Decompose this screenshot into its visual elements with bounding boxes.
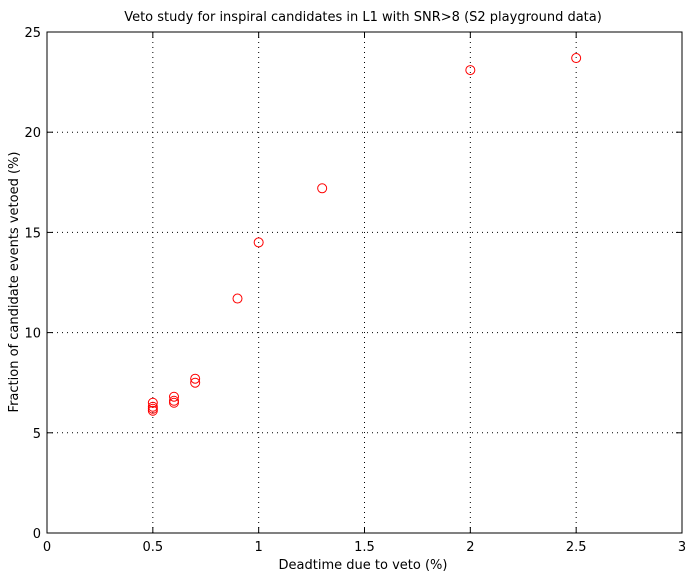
y-tick-label: 20 — [24, 126, 41, 141]
data-point — [253, 237, 264, 248]
y-tick-label: 15 — [24, 226, 41, 241]
data-point — [571, 53, 582, 64]
x-tick-label: 0.5 — [142, 540, 163, 555]
x-tick-label: 0 — [43, 540, 51, 555]
grid-lines — [47, 32, 682, 533]
data-point — [232, 293, 243, 304]
y-tick-label: 0 — [33, 527, 41, 542]
data-point — [317, 183, 328, 194]
x-tick-label: 2 — [466, 540, 474, 555]
x-tick-label: 3 — [678, 540, 686, 555]
data-point — [465, 65, 476, 76]
tick-labels: 0 0.5 1 1.5 2 2.5 3 0 5 10 15 20 25 — [24, 26, 686, 555]
data-point — [147, 401, 158, 412]
x-tick-label: 1 — [255, 540, 263, 555]
data-point — [190, 377, 201, 388]
y-tick-label: 25 — [24, 26, 41, 41]
data-point — [147, 397, 158, 408]
data-points — [147, 53, 582, 416]
data-point — [190, 373, 201, 384]
y-tick-label: 10 — [24, 327, 41, 342]
x-tick-label: 2.5 — [566, 540, 587, 555]
x-axis-label: Deadtime due to veto (%) — [279, 558, 448, 573]
chart-title: Veto study for inspiral candidates in L1… — [124, 10, 602, 25]
data-point — [169, 395, 179, 406]
data-point — [169, 391, 179, 402]
y-tick-label: 5 — [33, 427, 41, 442]
axis-ticks — [46, 31, 683, 534]
y-axis-label: Fraction of candidate events vetoed (%) — [7, 152, 22, 413]
x-tick-label: 1.5 — [354, 540, 375, 555]
